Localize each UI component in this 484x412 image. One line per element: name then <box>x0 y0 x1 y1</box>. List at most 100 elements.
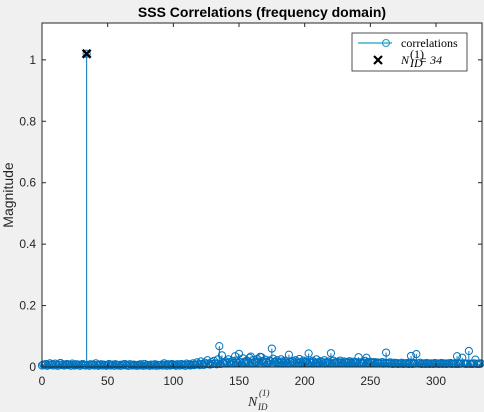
stem-marker <box>320 356 329 365</box>
legend-correlations-marker <box>381 38 391 48</box>
stem-marker <box>47 361 56 370</box>
stem-marker <box>412 350 421 359</box>
stem-marker <box>267 344 276 353</box>
stem-marker <box>228 356 237 365</box>
stem-marker <box>183 361 192 370</box>
stem-marker <box>329 356 338 365</box>
stem-marker <box>221 357 230 366</box>
legend-peak-marker <box>373 55 383 65</box>
stem-marker <box>139 361 148 370</box>
stem-marker <box>75 361 85 370</box>
stem-marker <box>241 358 250 367</box>
stem-marker <box>257 353 266 362</box>
x-axis-label-sub: ID <box>257 402 268 412</box>
stem-marker <box>95 361 104 370</box>
y-tick-label: 0.6 <box>19 176 36 190</box>
x-tick-label: 300 <box>426 374 446 388</box>
x-tick-label: 150 <box>229 374 249 388</box>
stem-marker <box>326 349 336 358</box>
stem-marker <box>382 348 391 357</box>
stem-marker <box>282 357 291 366</box>
stem-marker <box>77 360 86 369</box>
x-tick-label: 200 <box>295 374 315 388</box>
stem-marker <box>297 358 307 367</box>
plot-border <box>41 22 483 368</box>
y-axis-ticks: 0 0.2 0.4 0.6 0.8 1 <box>19 53 482 374</box>
stem-marker <box>108 360 118 369</box>
stem-marker <box>72 360 81 369</box>
stem-marker <box>93 360 102 369</box>
peak-highlight <box>81 48 92 59</box>
stem-marker <box>135 361 144 370</box>
y-tick-label: 0 <box>29 360 36 374</box>
stem-marker <box>351 357 361 367</box>
stem-marker <box>200 358 209 367</box>
stem-marker <box>464 346 473 356</box>
legend-peak-label-base: N <box>400 53 410 67</box>
chart-title: SSS Correlations (frequency domain) <box>138 4 386 20</box>
stem-marker <box>301 357 311 366</box>
x-axis-ticks: 0 50 100 150 200 250 300 <box>39 23 446 388</box>
stem-marker <box>324 357 333 366</box>
stem-marker <box>70 361 79 370</box>
stem-marker <box>128 361 137 370</box>
x-tick-label: 50 <box>101 374 115 388</box>
stem-marker <box>230 352 240 361</box>
x-axis-label-sup: (1) <box>259 388 270 398</box>
x-axis-label: N ID (1) <box>247 388 270 412</box>
stem-marker <box>317 357 326 367</box>
x-tick-label: 250 <box>360 374 380 388</box>
stem-marker <box>388 359 397 369</box>
stem-marker <box>389 358 399 367</box>
peak-x-marker <box>81 48 92 59</box>
stem-marker <box>132 361 141 370</box>
stem-marker <box>345 357 354 366</box>
stem-marker <box>408 359 417 369</box>
stem-marker <box>359 358 368 367</box>
stem-marker <box>406 351 416 361</box>
stem-marker <box>334 358 343 367</box>
legend-correlations-label: correlations <box>401 36 458 50</box>
x-axis-label-base: N <box>247 395 258 410</box>
stem-marker <box>380 358 389 367</box>
stem-marker <box>152 361 161 370</box>
stem-marker <box>52 360 61 369</box>
stem-marker <box>43 361 52 370</box>
stem-marker <box>215 342 224 351</box>
stem-marker <box>309 357 318 366</box>
stem-marker <box>82 49 91 58</box>
stem-marker <box>355 358 364 367</box>
stem-marker <box>97 360 106 369</box>
y-tick-label: 0.8 <box>19 114 36 128</box>
stem-marker <box>349 357 358 366</box>
stem-marker <box>245 353 254 362</box>
legend[interactable]: correlations N ID (1) = 34 <box>351 32 468 72</box>
stem-marker <box>287 358 296 367</box>
stem-marker <box>119 361 128 370</box>
y-tick-label: 1 <box>29 53 36 67</box>
stem-marker <box>452 352 462 361</box>
x-tick-label: 100 <box>163 374 183 388</box>
stem-marker <box>249 355 258 365</box>
y-tick-label: 0.4 <box>19 237 36 251</box>
stem-marker <box>451 359 460 369</box>
x-tick-label: 0 <box>39 374 46 388</box>
y-axis-label: Magnitude <box>0 162 16 228</box>
stem-marker <box>187 360 196 369</box>
stem-marker <box>86 360 95 369</box>
stem-marker <box>232 357 241 366</box>
stem-marker <box>421 359 430 369</box>
stem-marker <box>53 361 62 370</box>
stem-marker <box>57 361 66 370</box>
stem-marker <box>145 361 154 370</box>
legend-box <box>351 32 468 72</box>
stem-marker <box>74 360 83 369</box>
plot-area <box>42 23 482 367</box>
legend-peak-label-sup: (1) <box>410 47 424 61</box>
stem-marker <box>304 349 313 358</box>
stem-marker <box>429 359 438 369</box>
legend-peak-label-suffix: = 34 <box>419 53 442 67</box>
legend-peak-label-sub: ID <box>409 56 423 70</box>
y-tick-label: 0.2 <box>19 299 36 313</box>
